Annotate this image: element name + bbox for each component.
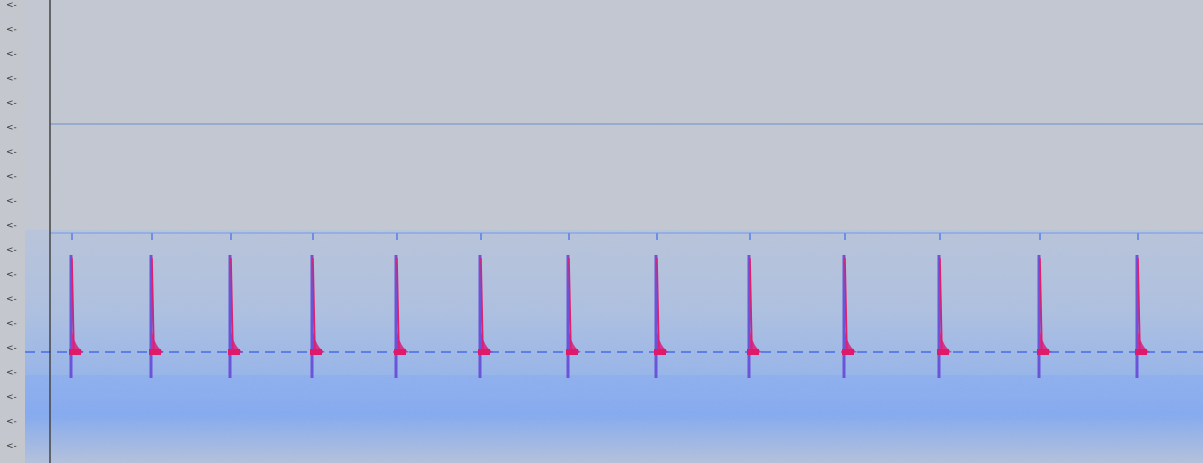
noise	[25, 0, 1203, 463]
pulse-tail	[481, 330, 493, 355]
axis-marker: <-	[6, 442, 17, 452]
axis-marker: <-	[6, 74, 17, 84]
pulse-tail	[231, 330, 243, 355]
pulse-core	[749, 257, 753, 353]
pulse-dot	[566, 349, 578, 355]
axis-marker: <-	[6, 148, 17, 158]
axis-markers: <- <- <- <- <- <- <- <- <- <- <- <- <- <- <- <- <- <- <-	[6, 1, 17, 452]
pulse-dot	[654, 349, 666, 355]
pulse-dot	[937, 349, 949, 355]
axis-marker: <-	[6, 246, 17, 256]
pulse-tail	[152, 330, 164, 355]
axis-marker: <-	[6, 344, 17, 354]
pulse-dot	[478, 349, 490, 355]
axis-marker: <-	[6, 270, 17, 280]
axis-marker: <-	[6, 1, 17, 11]
pulse-tail	[313, 330, 325, 355]
axis-marker: <-	[6, 197, 17, 207]
pulse-core	[1039, 257, 1043, 353]
pulse-tail	[1040, 330, 1052, 355]
pulse-dot	[228, 349, 240, 355]
pulse-tail	[750, 330, 762, 355]
pulse-dot	[310, 349, 322, 355]
pulse-tail	[569, 330, 581, 355]
axis-marker: <-	[6, 172, 17, 182]
pulse-tail	[845, 330, 857, 355]
pulse-core	[568, 257, 572, 353]
pulse-core	[939, 257, 943, 353]
pulse-tail	[657, 330, 669, 355]
pulse-dot	[69, 349, 81, 355]
pulse-dot	[1135, 349, 1147, 355]
pulses	[69, 233, 1150, 378]
pulse-dot	[394, 349, 406, 355]
axis-marker: <-	[6, 25, 17, 35]
pulse-core	[480, 257, 484, 353]
pulse-core	[844, 257, 848, 353]
pulse-dot	[1037, 349, 1049, 355]
axis-marker: <-	[6, 50, 17, 60]
pulse-tail	[397, 330, 409, 355]
axis-marker: <-	[6, 417, 17, 427]
pulse-tail	[940, 330, 952, 355]
pulse-dot	[842, 349, 854, 355]
pulse-core	[396, 257, 400, 353]
axis-marker: <-	[6, 221, 17, 231]
pulse-tail	[1138, 330, 1150, 355]
axis-marker: <-	[6, 99, 17, 109]
pulse-core	[656, 257, 660, 353]
pulse-tail	[72, 330, 84, 355]
axis-marker: <-	[6, 319, 17, 329]
axis-marker: <-	[6, 368, 17, 378]
axis-marker: <-	[6, 393, 17, 403]
pulse-core	[71, 257, 75, 353]
pulse-core	[151, 257, 155, 353]
axis-marker: <-	[6, 295, 17, 305]
pulse-dot	[747, 349, 759, 355]
pulse-dot	[149, 349, 161, 355]
pulse-core	[230, 257, 234, 353]
pulse-core	[1137, 257, 1141, 353]
axis-marker: <-	[6, 123, 17, 133]
pulse-core	[312, 257, 316, 353]
